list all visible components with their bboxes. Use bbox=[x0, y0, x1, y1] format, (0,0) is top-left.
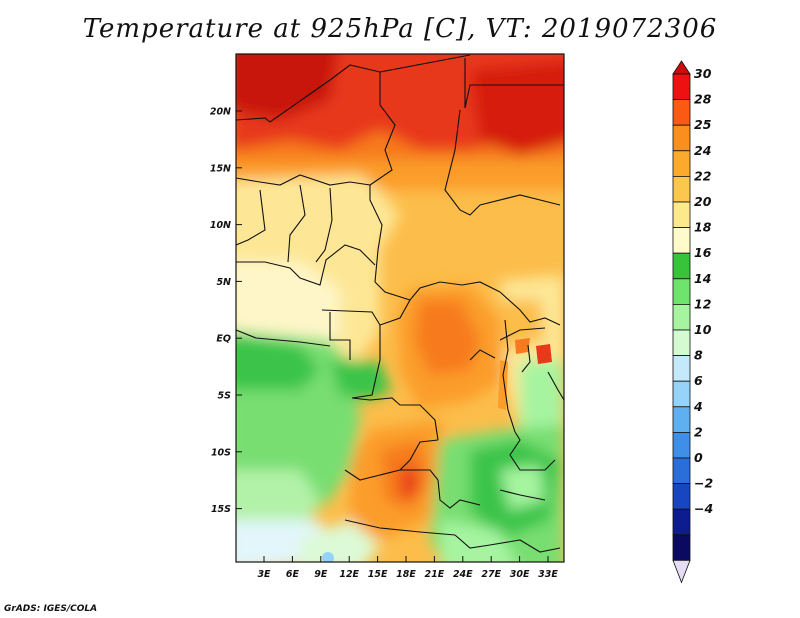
colorbar-label: 6 bbox=[694, 373, 703, 388]
colorbar-swatch bbox=[672, 124, 691, 152]
colorbar-top-arrow bbox=[672, 60, 691, 75]
colorbar-label: 4 bbox=[693, 399, 703, 414]
lon-label: 24E bbox=[453, 569, 473, 580]
colorbar-label: 22 bbox=[694, 168, 711, 183]
colorbar-swatch bbox=[672, 150, 691, 177]
colorbar-swatch bbox=[672, 252, 691, 280]
longitude-axis: 3E 6E 9E 12E 15E 18E 21E 24E 27E 30E 33E bbox=[257, 556, 558, 580]
colorbar-label: 8 bbox=[694, 348, 703, 363]
colorbar-label: 10 bbox=[694, 322, 712, 337]
lon-label: 3E bbox=[257, 569, 271, 580]
colorbar-label: 28 bbox=[694, 92, 712, 107]
plot-title: Temperature at 925hPa [C], VT: 201907230… bbox=[82, 14, 718, 44]
lon-label: 18E bbox=[396, 569, 416, 580]
lat-label: 15N bbox=[210, 163, 231, 174]
lat-label: 5N bbox=[216, 277, 231, 288]
colorbar-label: 14 bbox=[694, 271, 711, 286]
lon-label: 12E bbox=[339, 569, 359, 580]
colorbar-swatch bbox=[672, 380, 691, 408]
colorbar-label: 20 bbox=[694, 194, 712, 209]
lon-label: 30E bbox=[510, 569, 530, 580]
lon-label: 27E bbox=[481, 569, 501, 580]
map-frame bbox=[235, 53, 565, 563]
colorbar-label: 18 bbox=[694, 220, 712, 235]
lat-label: 10N bbox=[210, 220, 231, 231]
colorbar-label: 24 bbox=[694, 143, 711, 158]
lat-label: 5S bbox=[218, 391, 232, 402]
grads-credit: GrADS: IGES/COLA bbox=[4, 604, 98, 614]
lon-label: 9E bbox=[314, 569, 328, 580]
colorbar-swatch bbox=[672, 457, 691, 485]
temperature-field bbox=[236, 54, 564, 562]
colorbar-swatch bbox=[672, 431, 691, 459]
colorbar-bottom-arrow bbox=[672, 560, 691, 584]
colorbar-label: 30 bbox=[694, 66, 712, 81]
colorbar-swatch bbox=[672, 508, 691, 536]
colorbar-label: 12 bbox=[694, 296, 711, 311]
colorbar-swatch bbox=[672, 303, 691, 331]
colorbar-label: 2 bbox=[694, 424, 703, 439]
colorbar-swatch bbox=[672, 201, 691, 229]
colorbar-label: −2 bbox=[694, 476, 713, 491]
colorbar-swatch bbox=[672, 483, 691, 510]
colorbar-swatch bbox=[672, 329, 691, 357]
colorbar-swatch bbox=[672, 175, 691, 203]
colorbar-swatch bbox=[672, 406, 691, 433]
colorbar-label: 16 bbox=[694, 245, 712, 260]
lon-label: 33E bbox=[538, 569, 558, 580]
lat-label: 10S bbox=[211, 447, 231, 458]
colorbar-swatch bbox=[672, 534, 691, 561]
colorbar-label: 25 bbox=[694, 117, 712, 132]
colorbar-swatch bbox=[672, 99, 691, 126]
latitude-axis: 20N 15N 10N 5N EQ 5S 10S 15S bbox=[210, 107, 242, 515]
lon-label: 21E bbox=[425, 569, 445, 580]
colorbar-label: −4 bbox=[694, 501, 713, 516]
lon-label: 6E bbox=[286, 569, 300, 580]
colorbar-swatch bbox=[672, 227, 691, 254]
colorbar-swatch bbox=[672, 278, 691, 305]
country-borders bbox=[236, 54, 564, 553]
lon-label: 15E bbox=[368, 569, 388, 580]
colorbar-swatch bbox=[672, 355, 691, 382]
lat-label: 15S bbox=[211, 504, 231, 515]
lat-label: 20N bbox=[210, 107, 231, 118]
colorbar-label: 0 bbox=[694, 450, 703, 465]
lat-label: EQ bbox=[216, 334, 231, 345]
colorbar-swatch bbox=[672, 73, 691, 101]
